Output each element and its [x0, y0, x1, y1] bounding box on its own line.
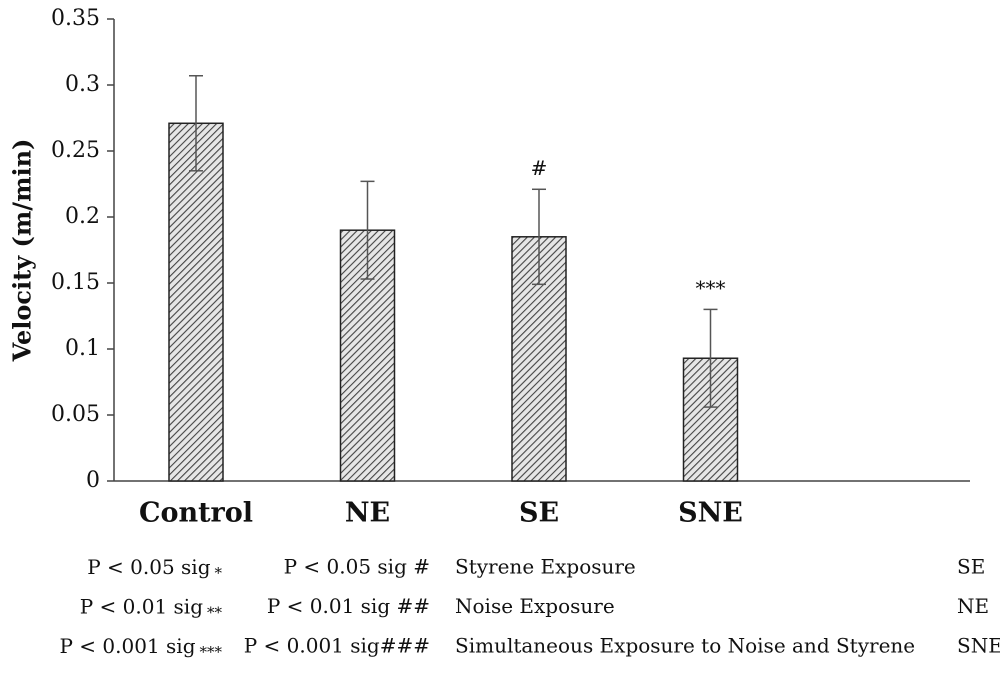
- footnote-star: P < 0.05 sig *: [87, 555, 222, 583]
- footnote-hash: P < 0.001 sig###: [244, 634, 430, 658]
- footnote-mark: ***: [200, 643, 223, 661]
- y-tick-label: 0.15: [51, 270, 100, 295]
- footnote-text: P < 0.001 sig: [59, 634, 195, 658]
- footnote-hash: P < 0.01 sig ##: [267, 594, 430, 618]
- footnotes: P < 0.05 sig * P < 0.05 sig # Styrene Expos…: [59, 555, 1000, 662]
- x-tick-label: SNE: [678, 498, 743, 529]
- bar: [339, 229, 396, 482]
- footnote-text: P < 0.05 sig: [87, 555, 210, 579]
- error-bar: [360, 180, 375, 280]
- x-tick-label: Control: [139, 498, 253, 529]
- footnote-abbr: SNE: [957, 634, 1000, 658]
- x-tick-label: SE: [519, 498, 559, 529]
- y-tick-label: 0.3: [65, 72, 100, 97]
- footnote-abbr: SE: [957, 555, 985, 579]
- x-tick-label: NE: [345, 498, 390, 529]
- y-tick-label: 0.35: [51, 6, 100, 31]
- y-tick-label: 0.1: [65, 336, 100, 361]
- footnote-hash: P < 0.05 sig #: [284, 555, 430, 579]
- significance-mark: ***: [696, 276, 726, 300]
- y-tick-label: 0.2: [65, 204, 100, 229]
- footnote-term: Styrene Exposure: [455, 555, 636, 579]
- footnote-star: P < 0.01 sig **: [80, 594, 223, 622]
- footnote-star: P < 0.001 sig ***: [59, 634, 222, 662]
- footnote-abbr: NE: [957, 594, 989, 618]
- y-tick-label: 0.25: [51, 138, 100, 163]
- error-bar: [532, 188, 546, 286]
- significance-mark: #: [531, 156, 548, 180]
- footnote-mark: *: [215, 564, 223, 582]
- y-tick-label: 0.05: [51, 402, 100, 427]
- y-axis-label: Velocity (m/min): [8, 139, 37, 363]
- footnote-text: P < 0.01 sig: [80, 594, 203, 618]
- error-bar: [189, 75, 203, 172]
- y-tick-label: 0: [86, 468, 100, 493]
- bar: [168, 122, 224, 482]
- footnote-mark: **: [207, 604, 223, 622]
- error-bar: [703, 308, 718, 408]
- footnote-term: Simultaneous Exposure to Noise and Styre…: [455, 634, 915, 658]
- footnote-term: Noise Exposure: [455, 594, 615, 618]
